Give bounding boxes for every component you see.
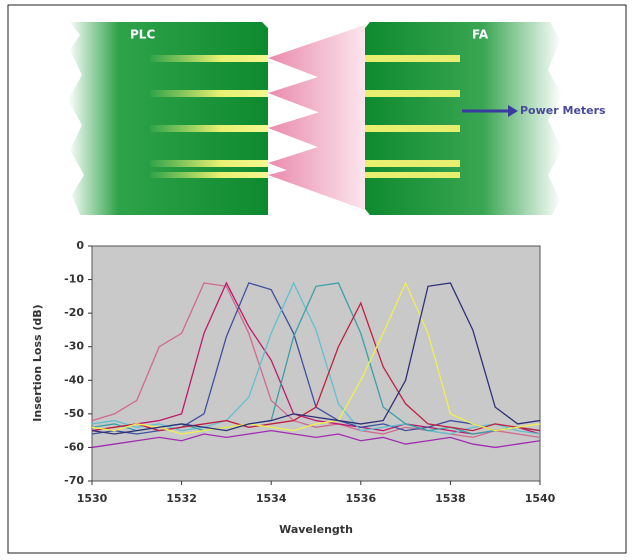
arrow-head: [508, 105, 518, 117]
waveguides: [150, 55, 460, 178]
y-tick-label: -60: [64, 440, 84, 453]
plot-area: [91, 245, 541, 482]
y-axis-label: Insertion Loss (dB): [31, 304, 44, 421]
x-tick-label: 1532: [166, 492, 197, 505]
y-tick-label: -40: [64, 373, 84, 386]
y-tick-label: 0: [76, 239, 84, 252]
y-tick-label: -50: [64, 407, 84, 420]
fa-label: FA: [472, 28, 489, 42]
plc-block: [68, 22, 268, 215]
x-tick-label: 1538: [435, 492, 466, 505]
series-line: [91, 281, 541, 435]
y-tick-label: -10: [64, 273, 84, 286]
frame: [7, 4, 627, 554]
x-tick-label: 1540: [525, 492, 556, 505]
series-line: [91, 282, 541, 439]
fa-block: [365, 22, 562, 215]
plc-label: PLC: [130, 28, 155, 42]
x-tick-label: 1536: [345, 492, 376, 505]
x-tick-label: 1534: [256, 492, 287, 505]
x-axis-label: Wavelength: [279, 523, 353, 536]
series-line: [91, 429, 541, 449]
y-tick-label: -20: [64, 306, 84, 319]
x-tick-label: 1530: [77, 492, 108, 505]
series-line: [91, 281, 541, 435]
series-line: [91, 282, 541, 435]
output-label: Power Meters: [520, 104, 606, 117]
y-tick-label: -70: [64, 474, 84, 487]
light-fans: [268, 25, 365, 210]
y-tick-label: -30: [64, 340, 84, 353]
